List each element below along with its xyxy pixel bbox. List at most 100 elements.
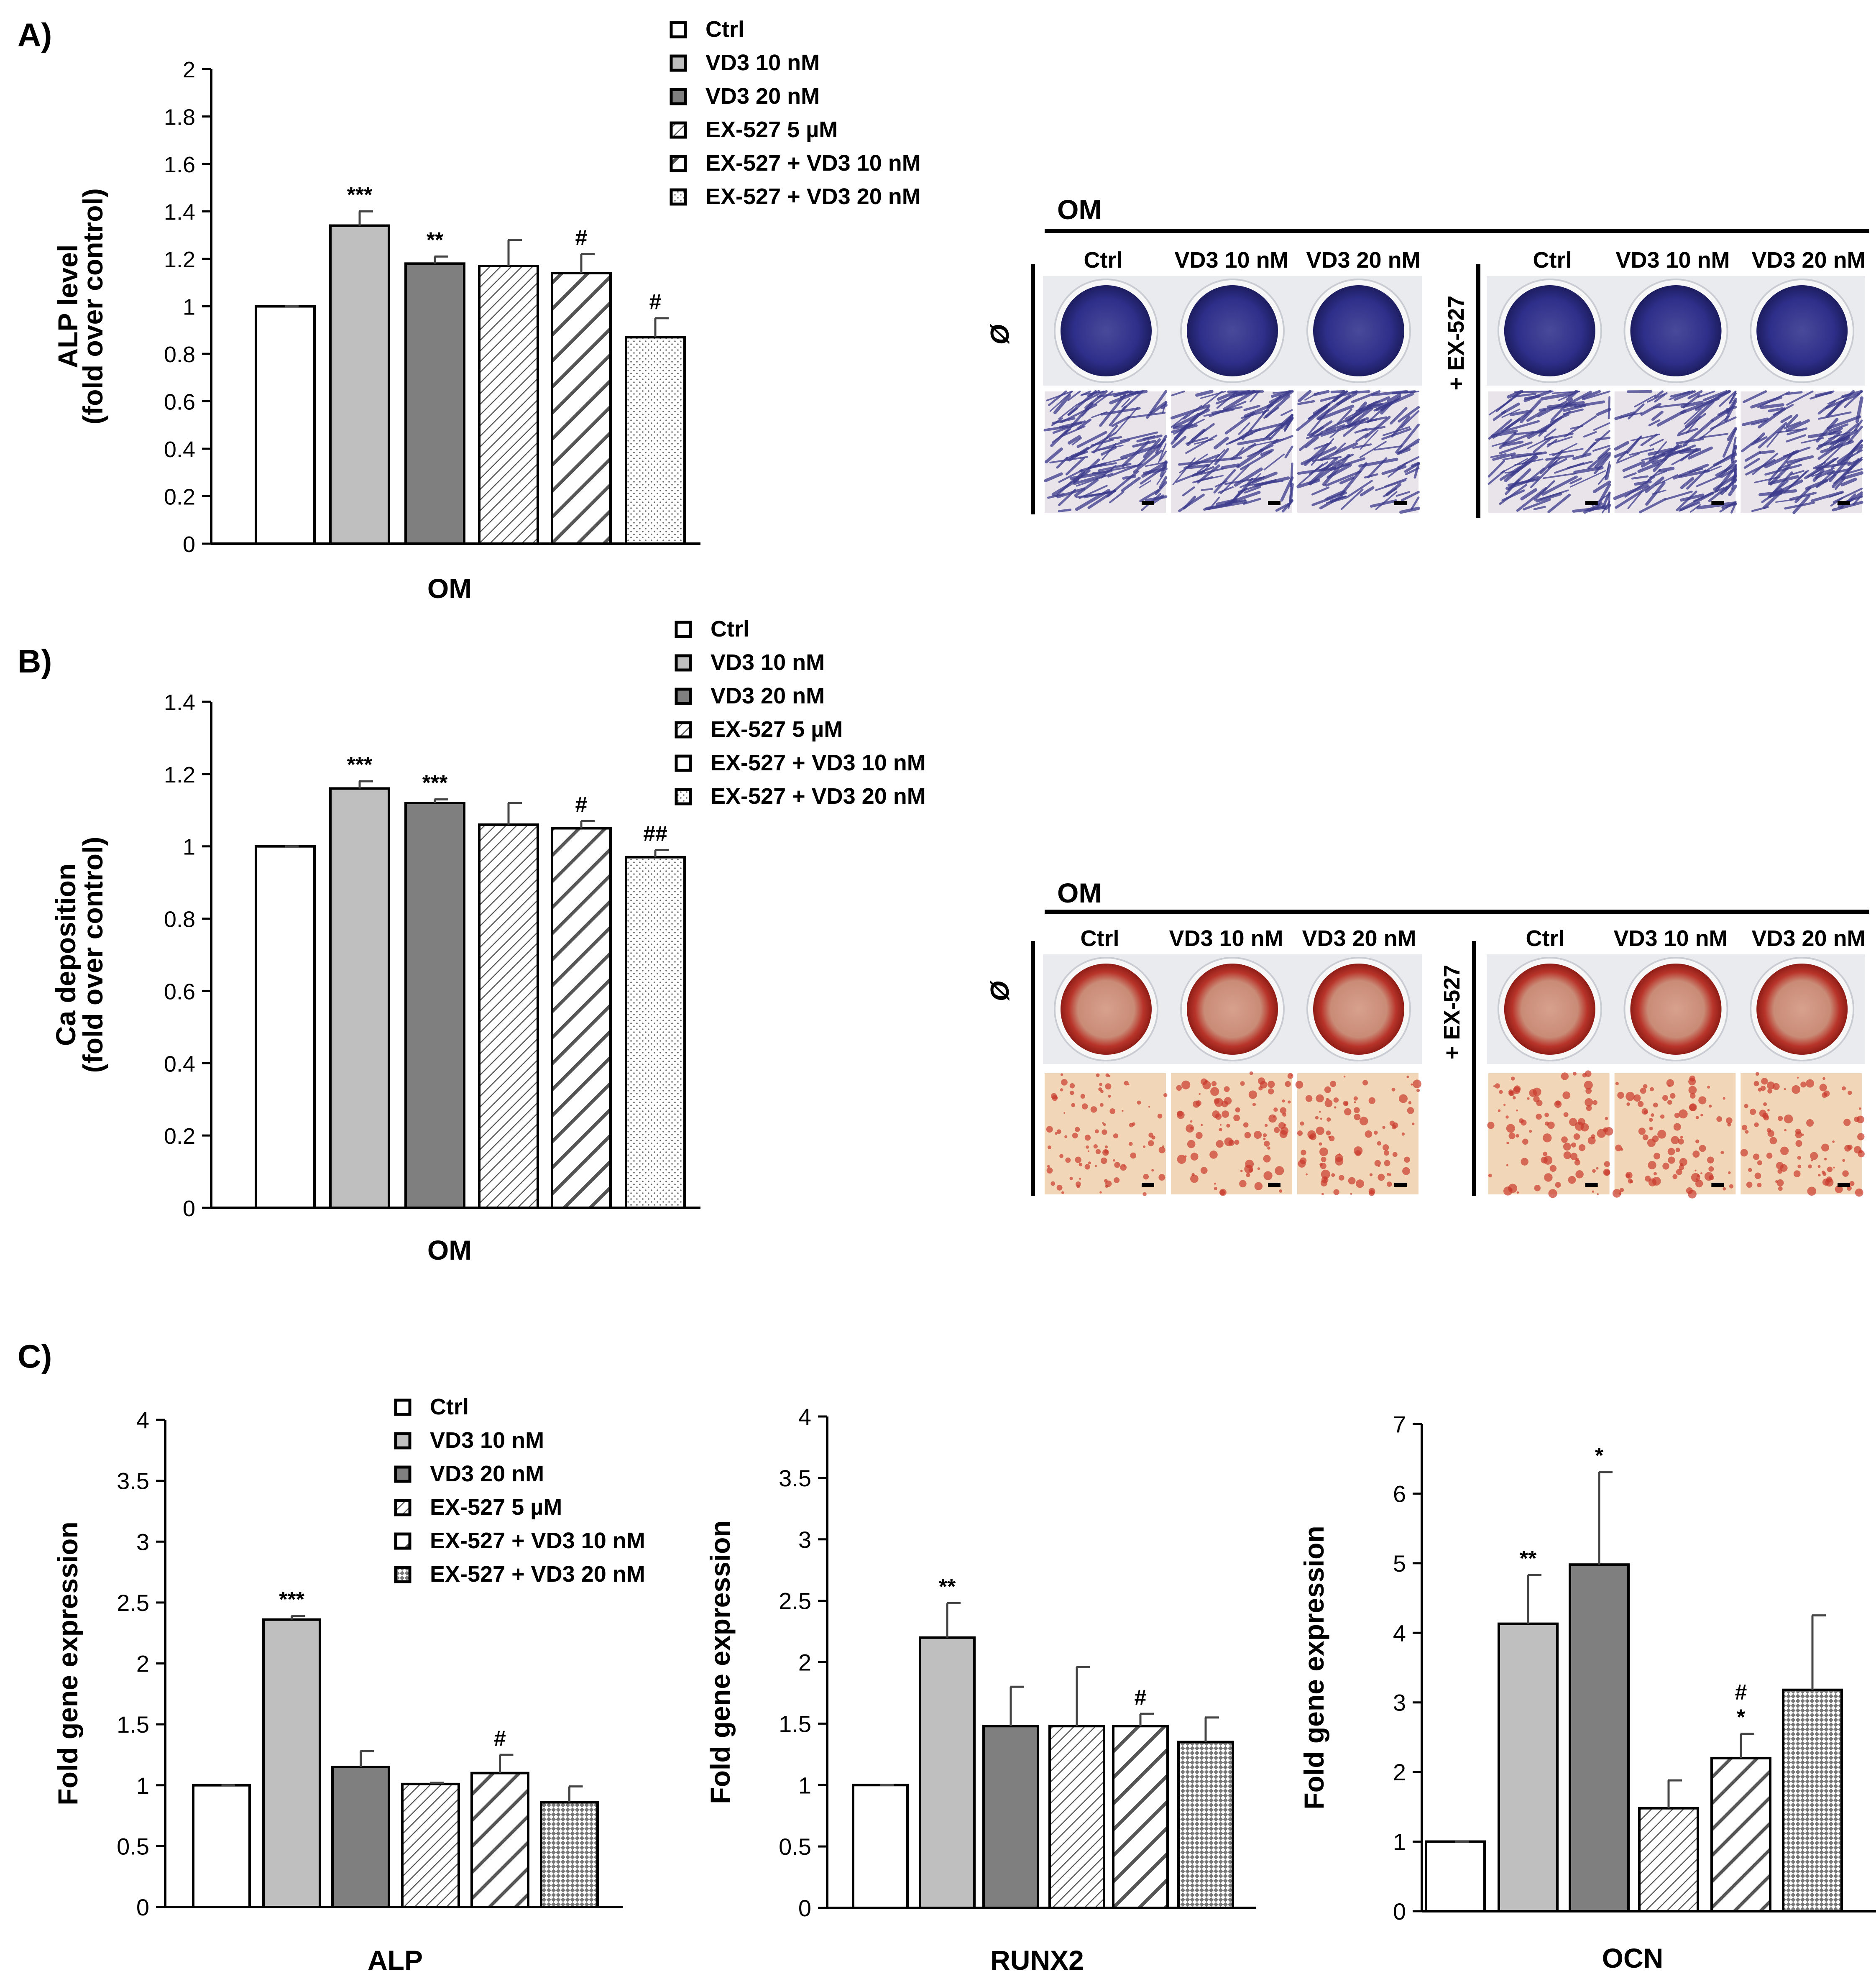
chart-a-tick-label: 0.8: [164, 342, 195, 367]
chart-a-tick-label: 1.4: [164, 200, 195, 225]
chart-a-bar: [404, 262, 465, 545]
micro-b-col-1: Ctrl: [1081, 926, 1119, 951]
chart-c2-tick-label: 2.5: [779, 1588, 811, 1614]
chart-c1-bar: [192, 1784, 251, 1908]
chart-c1-tick-label: 0: [136, 1894, 149, 1920]
legend-swatch: [394, 1499, 411, 1516]
scale-bar: [1585, 1183, 1598, 1187]
chart-a-y-label: ALP level: [52, 245, 83, 368]
chart-a-tick-label: 1.2: [164, 247, 195, 272]
chart-c1-y-label: Fold gene expression: [52, 1521, 83, 1805]
chart-a-tick-label: 2: [183, 57, 195, 82]
legend-panel-b: Ctrl VD3 10 nM VD3 20 nM EX-527 5 µM EX-527 …: [675, 616, 926, 809]
chart-b-significance-label: ***: [347, 753, 373, 777]
microscopy-tile: [1612, 1073, 1736, 1199]
micro-b-col-4: Ctrl: [1526, 926, 1565, 951]
legend-swatch: [394, 1399, 411, 1416]
chart-c3-tick-label: 6: [1393, 1480, 1406, 1507]
micro-b-row-ex527: + EX-527: [1439, 965, 1465, 1060]
culture-well: [1061, 964, 1152, 1055]
chart-b-bar: [551, 827, 612, 1209]
legend-swatch: [675, 754, 692, 772]
culture-well: [1630, 964, 1722, 1055]
chart-c3-bar: [1638, 1807, 1699, 1912]
chart-a-tick-label: 1.6: [164, 152, 195, 177]
chart-c1-tick-label: 1: [136, 1772, 149, 1799]
chart-b-tick-label: 1.4: [164, 690, 195, 715]
microscopy-tile: [1171, 1071, 1293, 1196]
micro-a-row-empty: Ø: [986, 323, 1015, 345]
chart-b-tick-label: 1.2: [164, 762, 195, 787]
micro-a-col-6: VD3 20 nM: [1751, 248, 1866, 273]
chart-a-y-label-sub: (fold over control): [77, 188, 108, 424]
chart-c3-tick-label: 5: [1393, 1550, 1406, 1577]
chart-c2-bar: [1177, 1741, 1234, 1909]
chart-c3-tick-label: 3: [1393, 1690, 1406, 1716]
chart-c2-tick-label: 3.5: [779, 1465, 811, 1491]
chart-c1-tick-label: 0.5: [117, 1833, 149, 1859]
chart-a-alp-level: 00.20.40.60.811.21.41.61.82***** ##ALP le…: [52, 57, 700, 604]
legend-swatch: [670, 155, 687, 172]
chart-c1-tick-label: 2: [136, 1651, 149, 1677]
chart-c2-bar: [852, 1784, 909, 1909]
scale-bar: [1711, 1183, 1724, 1187]
chart-b-tick-label: 0.8: [164, 907, 195, 932]
chart-a-tick-label: 1.8: [164, 105, 195, 130]
chart-c1-tick-label: 3.5: [117, 1468, 149, 1494]
chart-a-bar: [255, 305, 316, 545]
chart-c1-x-label: ALP: [368, 1945, 423, 1976]
chart-c3-significance-label: **: [1520, 1547, 1537, 1571]
chart-c-alp-gene: 0 0.5 1 1.5 2 2.5 3 3.5 4 *** # Fold gene expressio…: [52, 1407, 623, 1976]
chart-a-tick-label: 0.2: [164, 485, 195, 510]
culture-well: [1630, 285, 1722, 376]
chart-b-ca-deposition: 00.20.40.60.811.21.4******###Ca depositi…: [50, 690, 700, 1266]
chart-c2-significance-label: **: [939, 1575, 956, 1599]
micro-a-col-3: VD3 20 nM: [1306, 248, 1420, 273]
micrograph-panel-b: OM Ctrl VD3 10 nM VD3 20 nM Ctrl VD3 10 …: [986, 877, 1869, 1199]
legend-label: Ctrl: [711, 616, 749, 642]
chart-a-significance-label: **: [427, 228, 444, 252]
panel-c-letter: C): [18, 1338, 52, 1375]
legend-swatch: [675, 654, 692, 672]
legend-swatch: [394, 1465, 411, 1483]
chart-c2-tick-label: 1.5: [779, 1710, 811, 1737]
micro-a-header: OM: [1057, 194, 1102, 225]
chart-c2-tick-label: 4: [798, 1404, 811, 1430]
legend-swatch: [675, 688, 692, 705]
legend-label: EX-527 5 µM: [430, 1495, 562, 1520]
chart-c1-bar: [470, 1772, 529, 1908]
legend-label: EX-527 + VD3 10 nM: [430, 1528, 645, 1553]
culture-well: [1313, 964, 1404, 1055]
scale-bar: [1838, 1183, 1850, 1187]
chart-c3-bar: [1425, 1840, 1486, 1912]
culture-well: [1504, 285, 1595, 376]
culture-well: [1504, 964, 1595, 1055]
microscopy-tile: [1296, 390, 1420, 514]
legend-label: VD3 20 nM: [711, 683, 825, 708]
chart-c1-tick-label: 1.5: [117, 1711, 149, 1738]
legend-swatch: [670, 54, 687, 72]
chart-a-tick-label: 1: [183, 295, 195, 320]
chart-a-bar: [625, 336, 686, 545]
chart-b-significance-label: ##: [643, 821, 667, 846]
chart-c2-y-label: Fold gene expression: [705, 1520, 736, 1804]
chart-c3-tick-label: 7: [1393, 1411, 1406, 1437]
legend-label: EX-527 + VD3 20 nM: [711, 784, 926, 809]
chart-c3-y-label: Fold gene expression: [1298, 1526, 1329, 1810]
culture-well: [1313, 285, 1404, 376]
chart-b-tick-label: 0.4: [164, 1051, 195, 1076]
chart-b-bar: [255, 845, 316, 1209]
legend-label: EX-527 + VD3 10 nM: [705, 151, 921, 176]
chart-a-significance-label: #: [575, 226, 588, 250]
culture-well: [1061, 285, 1152, 376]
microscopy-tile: [1171, 390, 1294, 513]
chart-c3-tick-label: 0: [1393, 1898, 1406, 1925]
microscopy-tile: [1043, 390, 1168, 513]
culture-well: [1756, 964, 1848, 1055]
legend-label: EX-527 + VD3 20 nM: [705, 184, 921, 209]
chart-c2-bar: [919, 1636, 976, 1909]
chart-c3-significance-label: *: [1737, 1705, 1746, 1730]
chart-c1-tick-label: 4: [136, 1407, 149, 1433]
culture-well: [1187, 964, 1278, 1055]
